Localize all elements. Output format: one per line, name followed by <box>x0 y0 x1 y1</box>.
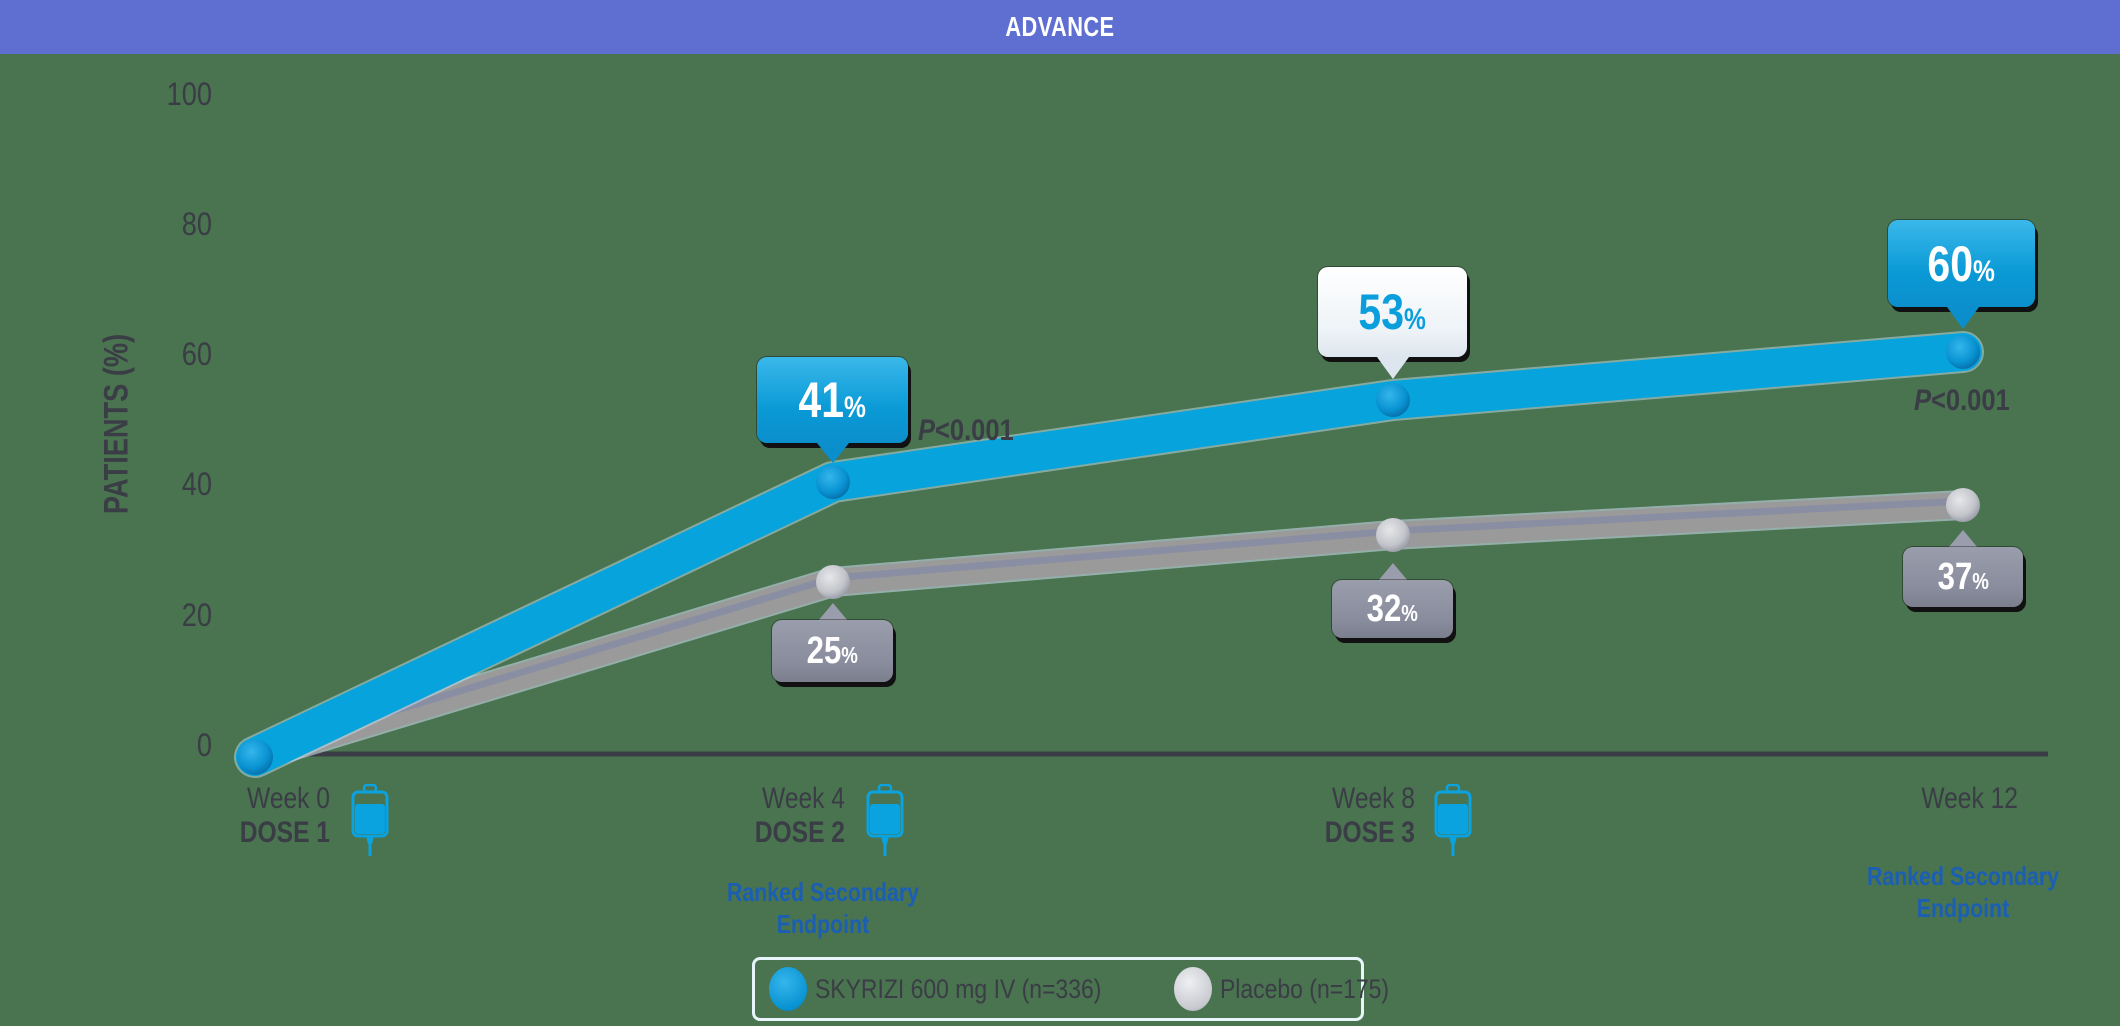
pvalue-value: <0.001 <box>935 414 1014 447</box>
week-label: Week 4 <box>762 782 845 815</box>
endpoint-line2: Endpoint <box>776 909 870 939</box>
callout-pointer <box>1948 530 1978 548</box>
callout-value: 53 <box>1358 284 1405 340</box>
x-label-week8: Week 8 DOSE 3 <box>1285 782 1415 850</box>
callout-unit: % <box>841 641 859 668</box>
endpoint-line1: Ranked Secondary <box>727 877 919 907</box>
x-label-week0: Week 0 DOSE 1 <box>200 782 330 850</box>
placebo-marker-w8 <box>1376 518 1410 552</box>
callout-pointer <box>1378 563 1408 581</box>
callout-unit: % <box>1401 599 1419 626</box>
callout-placebo-week4: 25% <box>772 620 893 682</box>
placebo-series-line <box>240 490 1978 772</box>
iv-bag-icon <box>1434 784 1472 856</box>
legend-label-placebo: Placebo (n=175) <box>1219 973 1389 1004</box>
origin-marker <box>237 739 273 775</box>
y-tick-100: 100 <box>166 76 212 112</box>
week-label: Week 0 <box>247 782 330 815</box>
callout-unit: % <box>1973 254 1996 288</box>
callout-unit: % <box>1972 567 1989 594</box>
placebo-marker-w4 <box>816 565 850 599</box>
week-label: Week 8 <box>1332 782 1415 815</box>
skyrizi-marker-w4 <box>816 465 850 499</box>
callout-unit: % <box>844 391 867 424</box>
callout-placebo-week8: 32% <box>1332 580 1453 638</box>
chart-title: ADVANCE <box>1005 11 1115 42</box>
skyrizi-marker-w8 <box>1376 383 1410 417</box>
y-tick-0: 0 <box>196 727 212 763</box>
pvalue-week12: P<0.001 <box>1914 384 2010 418</box>
chart-title-bar: ADVANCE <box>0 0 2120 54</box>
skyrizi-series-line <box>234 331 1984 778</box>
dose-label: DOSE 3 <box>1324 816 1415 849</box>
x-label-week12: Week 12 <box>1880 782 2018 816</box>
endpoint-label-week4: Ranked Secondary Endpoint <box>727 876 919 940</box>
callout-value: 37 <box>1937 555 1973 598</box>
callout-skyrizi-week8: 53% <box>1318 267 1467 357</box>
placebo-marker-w12 <box>1946 488 1980 522</box>
callout-value: 60 <box>1927 235 1974 292</box>
callout-unit: % <box>1404 303 1427 336</box>
pvalue-p: P <box>1914 384 1932 417</box>
iv-bag-icon <box>866 784 904 856</box>
callout-value: 25 <box>806 629 842 672</box>
legend-swatch-placebo <box>1173 967 1212 1011</box>
dose-label: DOSE 2 <box>754 816 845 849</box>
callout-value: 41 <box>798 372 845 428</box>
iv-bag-icon <box>351 784 389 856</box>
week-label: Week 12 <box>1921 782 2018 815</box>
callout-pointer <box>817 443 849 463</box>
endpoint-line2: Endpoint <box>1916 893 2010 923</box>
y-tick-60: 60 <box>181 336 212 372</box>
y-tick-40: 40 <box>181 466 212 502</box>
callout-pointer <box>1377 357 1409 379</box>
callout-value: 32 <box>1366 587 1402 630</box>
legend: SKYRIZI 600 mg IV (n=336) Placebo (n=175… <box>752 957 1389 1021</box>
y-tick-80: 80 <box>181 206 212 242</box>
legend-swatch-skyrizi <box>769 967 807 1011</box>
endpoint-label-week12: Ranked Secondary Endpoint <box>1867 860 2059 924</box>
callout-skyrizi-week12: 60% <box>1888 220 2035 307</box>
callout-skyrizi-week4: 41% <box>757 357 908 443</box>
endpoint-line1: Ranked Secondary <box>1867 861 2059 891</box>
y-tick-20: 20 <box>181 597 212 633</box>
pvalue-week4: P<0.001 <box>918 414 1014 448</box>
callout-pointer <box>1947 307 1979 329</box>
callout-pointer <box>818 603 848 621</box>
pvalue-p: P <box>918 414 936 447</box>
legend-label-skyrizi: SKYRIZI 600 mg IV (n=336) <box>815 973 1102 1004</box>
pvalue-value: <0.001 <box>1931 384 2010 417</box>
callout-placebo-week12: 37% <box>1903 547 2023 607</box>
dose-label: DOSE 1 <box>239 816 330 849</box>
x-label-week4: Week 4 DOSE 2 <box>715 782 845 850</box>
skyrizi-marker-w12 <box>1946 335 1980 369</box>
